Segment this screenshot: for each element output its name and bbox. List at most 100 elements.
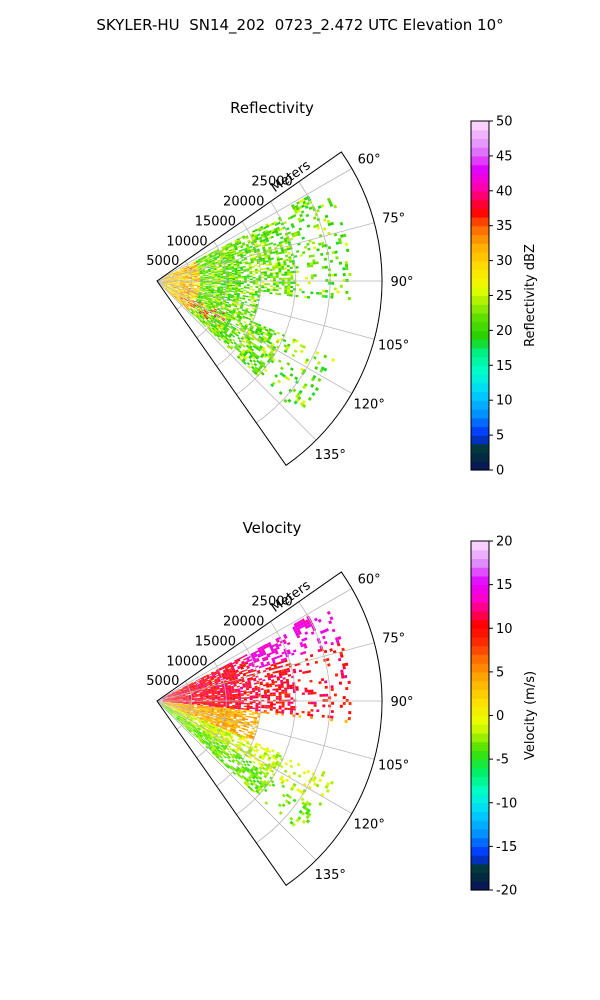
echo-field <box>161 610 352 827</box>
colorbar-band <box>471 794 489 804</box>
colorbar-band <box>471 216 489 227</box>
colorbar-band <box>471 173 489 183</box>
azimuth-gridline <box>156 280 353 394</box>
azimuth-gridline <box>156 700 317 861</box>
range-ring <box>216 221 262 367</box>
colorbar-band <box>471 732 489 743</box>
colorbar-band <box>471 724 489 734</box>
colorbar-tick-label: 40 <box>496 184 513 199</box>
colorbar-band <box>471 619 489 629</box>
colorbar-band <box>471 767 489 778</box>
colorbar-tick-label: 35 <box>496 219 513 234</box>
sector-frame <box>156 151 383 467</box>
colorbar-band <box>471 645 489 656</box>
colorbar-band <box>471 602 489 612</box>
colorbar-band <box>471 872 489 882</box>
range-tick-label: 20000 <box>223 195 264 210</box>
panel-title: Velocity <box>243 519 302 537</box>
azimuth-gridline <box>156 700 375 760</box>
range-tick-label: 5000 <box>146 674 179 689</box>
range-ring <box>256 181 331 424</box>
colorbar-band <box>471 811 489 821</box>
colorbar-band <box>471 706 489 717</box>
colorbar-band <box>471 391 489 401</box>
colorbar-band <box>471 680 489 690</box>
azimuth-tick-label: 90° <box>390 695 413 710</box>
colorbar-band <box>471 575 489 586</box>
colorbar-band <box>471 828 489 839</box>
colorbar-band <box>471 863 489 874</box>
colorbar-band <box>471 558 489 568</box>
panel-title: Reflectivity <box>230 99 314 117</box>
azimuth-tick-label: 105° <box>378 758 409 773</box>
azimuth-tick-label: 75° <box>382 632 405 647</box>
figure-title: SKYLER-HU SN14_202 0723_2.472 UTC Elevat… <box>96 16 504 34</box>
colorbar-band <box>471 321 489 331</box>
azimuth-tick-label: 90° <box>390 275 413 290</box>
colorbar-label: Velocity (m/s) <box>523 671 538 760</box>
range-ring <box>236 621 296 815</box>
colorbar-band <box>471 286 489 297</box>
colorbar-tick-label: 5 <box>496 429 504 444</box>
colorbar-band <box>471 881 489 891</box>
colorbar-band <box>471 147 489 157</box>
azimuth-tick-label: 120° <box>354 818 385 833</box>
colorbar-band <box>471 837 489 847</box>
colorbar-band <box>471 654 489 664</box>
colorbar-band <box>471 260 489 270</box>
azimuth-gridline <box>156 642 375 702</box>
colorbar-band <box>471 610 489 621</box>
colorbar-band <box>471 846 489 856</box>
azimuth-tick-label: 75° <box>382 212 405 227</box>
range-tick-label: 20000 <box>223 615 264 630</box>
colorbar-tick-label: 50 <box>496 115 513 130</box>
colorbar-band <box>471 855 489 865</box>
colorbar-tick-label: -15 <box>496 840 517 855</box>
colorbar-band <box>471 443 489 454</box>
colorbar-band <box>471 243 489 253</box>
colorbar-band <box>471 776 489 786</box>
azimuth-gridline <box>156 700 353 814</box>
range-ring <box>236 201 296 395</box>
colorbar-band <box>471 452 489 462</box>
colorbar-band <box>471 541 489 551</box>
colorbar-band <box>471 374 489 384</box>
azimuth-gridline <box>156 280 317 441</box>
colorbar-tick-label: 30 <box>496 254 513 269</box>
azimuth-tick-label: 135° <box>315 448 346 463</box>
colorbar-band <box>471 234 489 244</box>
colorbar-band <box>471 549 489 560</box>
azimuth-gridline <box>156 168 353 282</box>
colorbar-band <box>471 182 489 192</box>
colorbar-band <box>471 663 489 673</box>
colorbar-tick-label: 0 <box>496 464 504 479</box>
azimuth-tick-label: 60° <box>358 153 381 168</box>
colorbar-band <box>471 715 489 725</box>
colorbar-band <box>471 382 489 393</box>
colorbar-tick-label: 5 <box>496 665 504 680</box>
range-tick-label: 25000 <box>251 595 292 610</box>
range-ring <box>196 241 227 339</box>
azimuth-tick-label: 120° <box>354 398 385 413</box>
colorbar-band <box>471 628 489 638</box>
azimuth-gridline <box>156 280 375 340</box>
colorbar-band <box>471 312 489 323</box>
colorbar-tick-label: 20 <box>496 324 513 339</box>
colorbar-band <box>471 593 489 603</box>
colorbar-band <box>471 129 489 140</box>
azimuth-gridline <box>156 588 353 702</box>
colorbar-tick-label: 15 <box>496 578 513 593</box>
azimuth-gridline <box>156 222 375 282</box>
colorbar-band <box>471 435 489 445</box>
colorbar-band <box>471 339 489 349</box>
colorbar-band <box>471 121 489 131</box>
colorbar-band <box>471 304 489 314</box>
colorbar-tick-label: 0 <box>496 709 504 724</box>
colorbar-band <box>471 567 489 577</box>
colorbar-band <box>471 636 489 647</box>
colorbar-band <box>471 295 489 305</box>
colorbar-tick-label: -10 <box>496 796 517 811</box>
range-ring <box>196 661 227 759</box>
colorbar-band <box>471 417 489 427</box>
